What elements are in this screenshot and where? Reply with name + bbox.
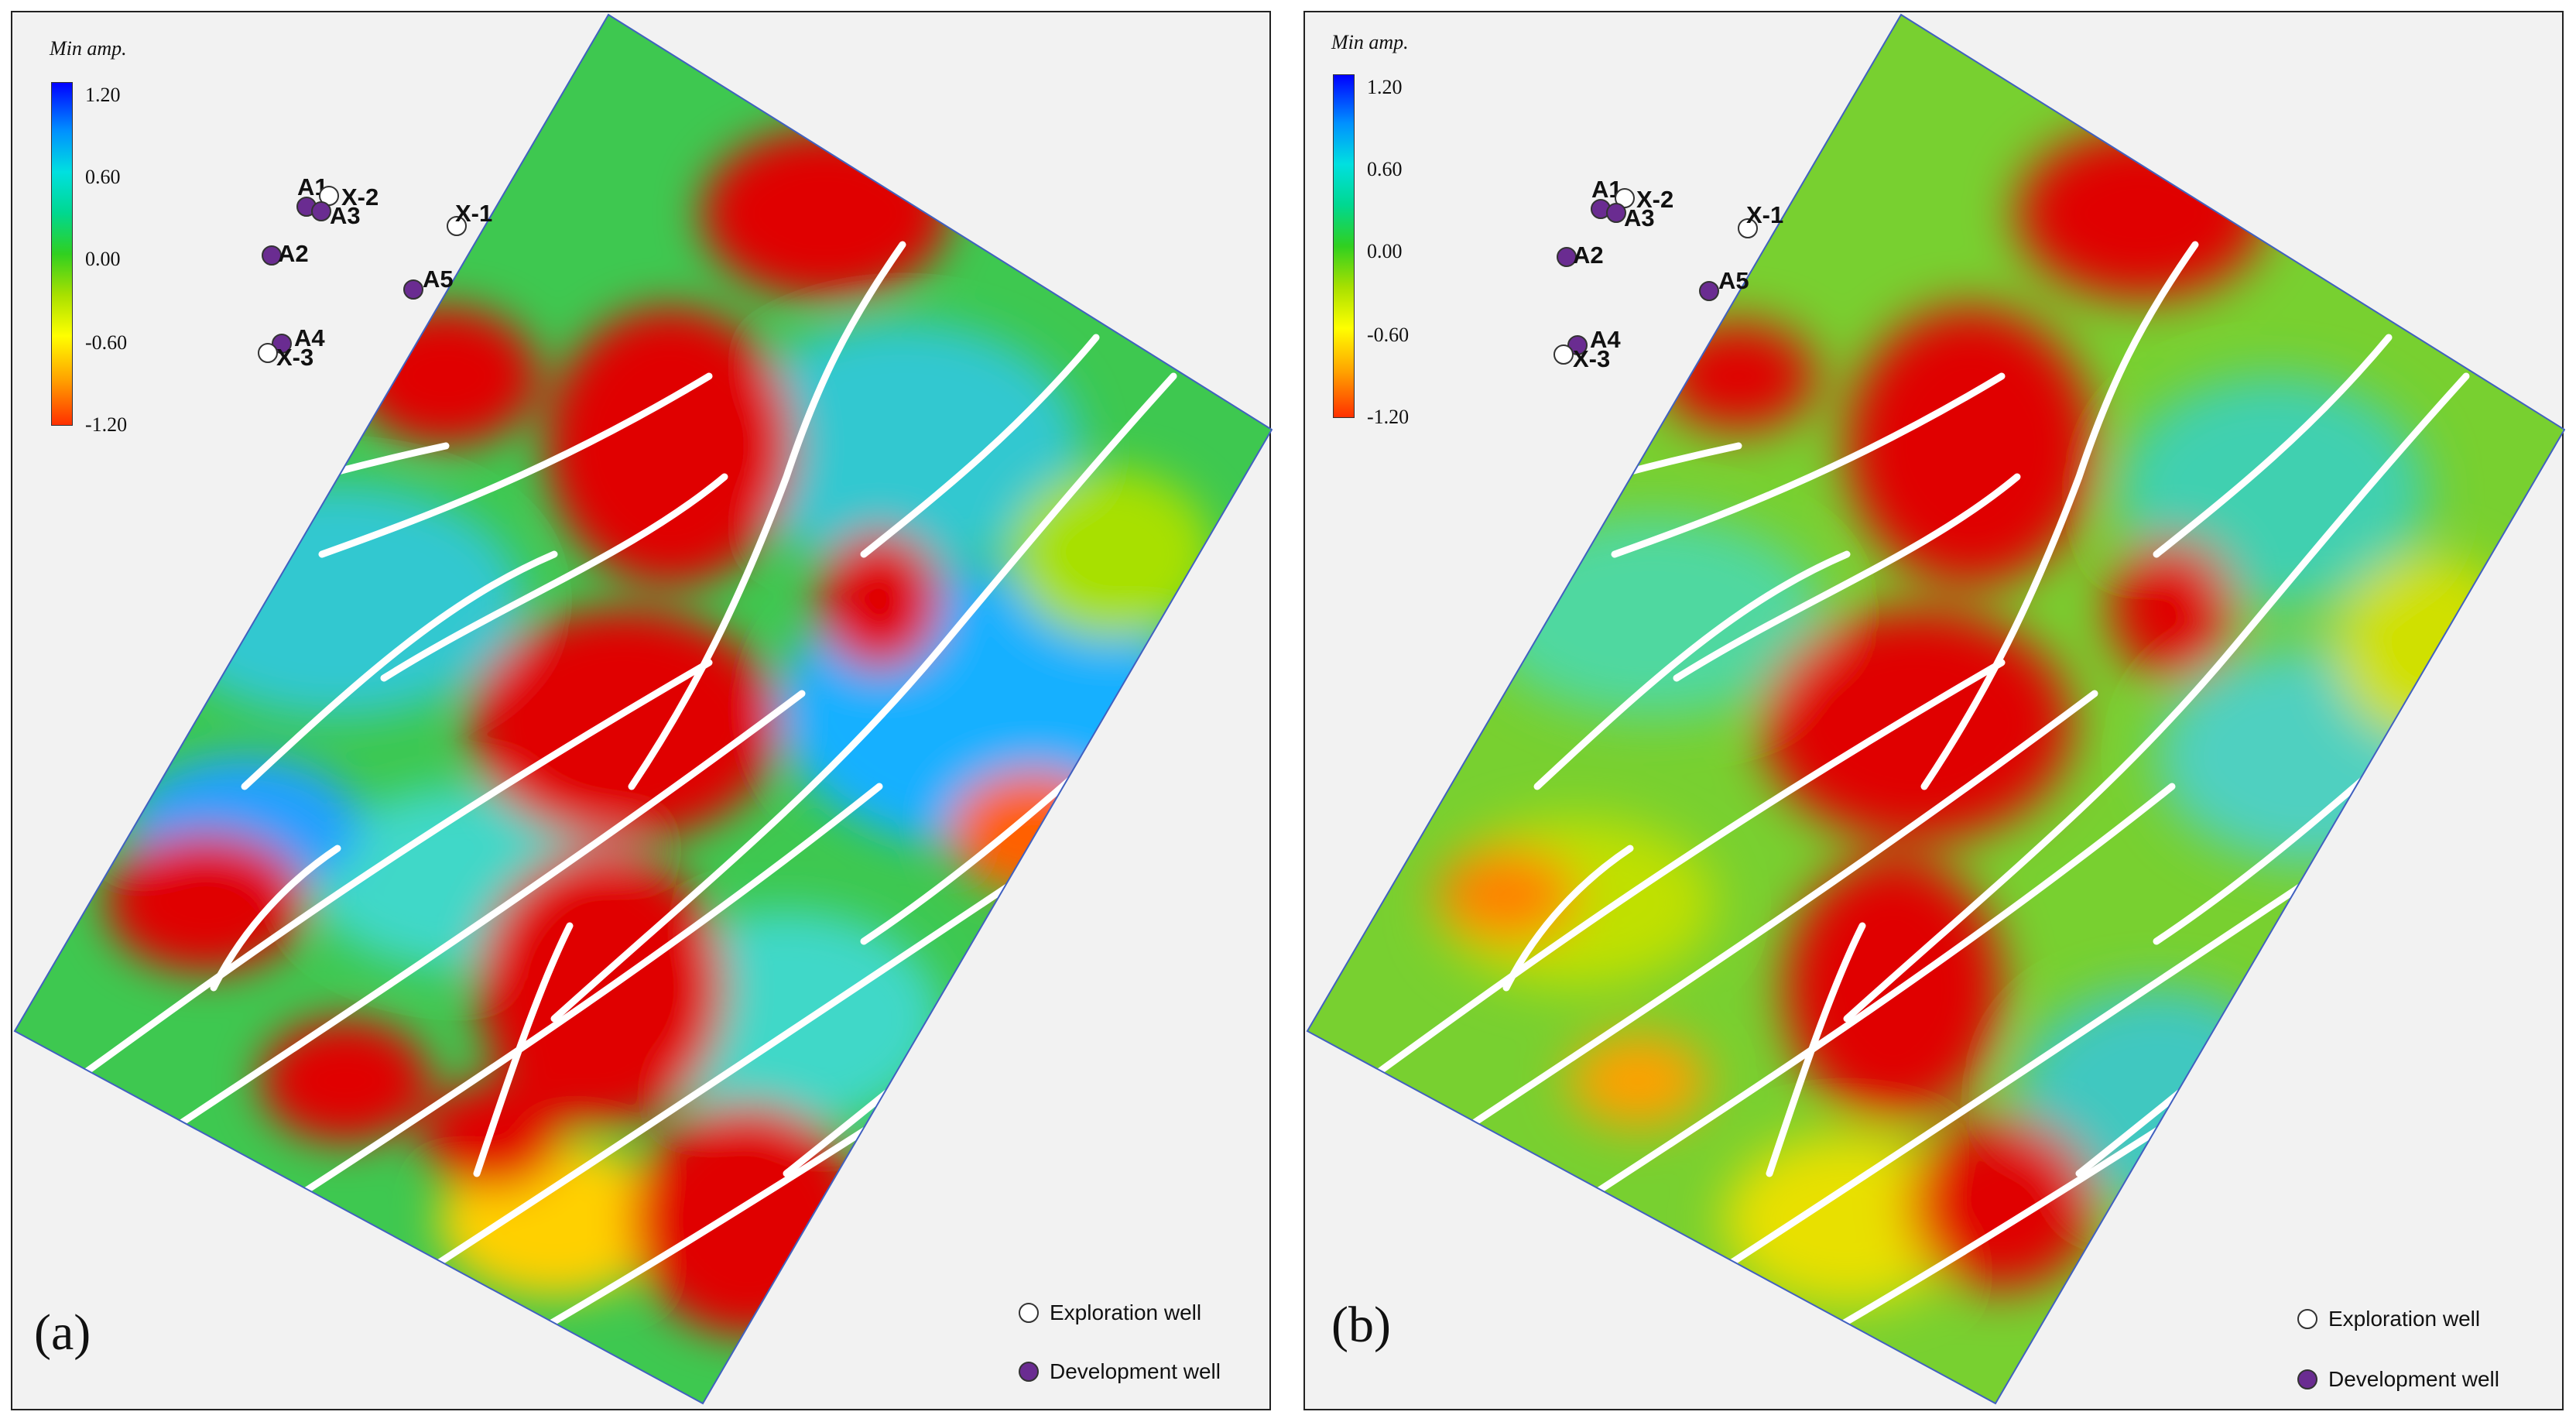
well-a4-marker[interactable]	[1567, 335, 1588, 355]
panel-label-b: (b)	[1331, 1297, 1391, 1353]
well-x3-label: X-3	[276, 344, 313, 371]
legend-exploration-label: Exploration well	[2328, 1307, 2481, 1331]
legend-exploration-label: Exploration well	[1050, 1300, 1202, 1324]
well-x3-marker[interactable]	[1553, 344, 1574, 365]
colorbar-tick: 0.00	[1367, 240, 1403, 262]
amplitude-map-a: A1 X-2 A3 X-1 A2 A5 A4 X-3	[13, 13, 1273, 1405]
well-x2-label: X-2	[1636, 186, 1673, 213]
well-a5-label: A5	[1718, 267, 1749, 294]
well-a5-label: A5	[423, 266, 454, 293]
well-a3-marker[interactable]	[1606, 203, 1626, 223]
well-a3-label: A3	[1624, 204, 1655, 231]
well-a3-label: A3	[330, 202, 361, 229]
legend-development-label: Development well	[2328, 1367, 2499, 1391]
colorbar-title: Min amp.	[1331, 31, 1409, 53]
colorbar-tick: -0.60	[85, 331, 128, 354]
well-x1-label: X-1	[1746, 201, 1783, 228]
well-a2-label: A2	[1573, 242, 1604, 269]
colorbar	[51, 82, 73, 426]
well-markers-a: A1 X-2 A3 X-1 A2 A5 A4 X-3	[258, 173, 492, 371]
colorbar-tick: 0.00	[85, 248, 121, 270]
well-a4-marker[interactable]	[272, 334, 292, 354]
panel-label-a: (a)	[34, 1304, 91, 1361]
legend-development: Development well	[2297, 1367, 2499, 1392]
legend-development: Development well	[1019, 1359, 1221, 1384]
exploration-well-icon	[2297, 1309, 2317, 1329]
well-x3-marker[interactable]	[258, 343, 278, 363]
colorbar-tick: 0.60	[85, 166, 121, 188]
legend-exploration: Exploration well	[1019, 1300, 1201, 1325]
well-a5-marker[interactable]	[1699, 281, 1719, 301]
colorbar-tick: -0.60	[1367, 324, 1410, 346]
panel-b: A1 X-2 A3 X-1 A2 A5 A4 X-3 Min amp. 1.20…	[1303, 11, 2565, 1410]
colorbar-tick: -1.20	[1367, 406, 1410, 428]
colorbar-tick: 1.20	[1367, 76, 1403, 98]
well-a2-marker[interactable]	[262, 245, 282, 266]
well-markers-b: A1 X-2 A3 X-1 A2 A5 A4 X-3	[1553, 176, 1783, 372]
exploration-well-icon	[1019, 1303, 1039, 1323]
development-well-icon	[1019, 1362, 1039, 1382]
well-a3-marker[interactable]	[311, 201, 331, 221]
colorbar-tick: 0.60	[1367, 158, 1403, 180]
legend-development-label: Development well	[1050, 1359, 1221, 1383]
colorbar-tick: 1.20	[85, 84, 121, 106]
colorbar-tick: -1.20	[85, 413, 128, 436]
well-x2-marker[interactable]	[1615, 188, 1635, 208]
colorbar	[1333, 74, 1355, 418]
well-x1-marker[interactable]	[447, 216, 467, 236]
well-x1-marker[interactable]	[1738, 218, 1758, 238]
panel-a: A1 X-2 A3 X-1 A2 A5 A4 X-3 Min amp. 1.20…	[11, 11, 1273, 1410]
well-a2-label: A2	[278, 240, 309, 267]
well-a4-label: A4	[294, 324, 325, 351]
well-x3-label: X-3	[1573, 345, 1610, 372]
development-well-icon	[2297, 1369, 2317, 1389]
well-x2-label: X-2	[341, 183, 379, 211]
legend-exploration: Exploration well	[2297, 1307, 2480, 1331]
amplitude-map-b: A1 X-2 A3 X-1 A2 A5 A4 X-3	[1306, 13, 2565, 1405]
well-x1-label: X-1	[455, 200, 492, 227]
well-a5-marker[interactable]	[403, 279, 423, 300]
well-a2-marker[interactable]	[1557, 247, 1577, 267]
colorbar-title: Min amp.	[50, 37, 127, 60]
well-a4-label: A4	[1590, 326, 1621, 353]
